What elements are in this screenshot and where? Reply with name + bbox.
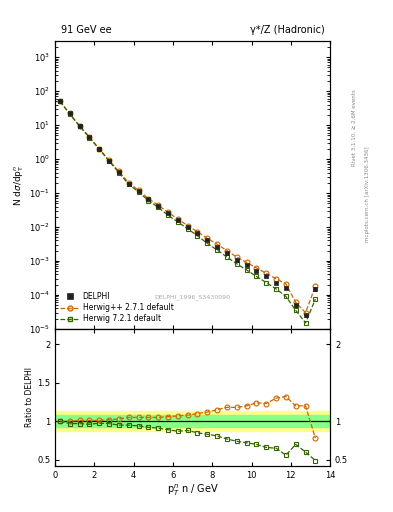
Bar — [55, 415, 330, 428]
Y-axis label: N d$\sigma$/dp$_{\rm T}^{n}$: N d$\sigma$/dp$_{\rm T}^{n}$ — [13, 164, 26, 206]
Text: DELPHI_1996_S3430090: DELPHI_1996_S3430090 — [154, 294, 231, 300]
X-axis label: p$_T^n$ n / GeV: p$_T^n$ n / GeV — [167, 482, 219, 498]
Text: γ*/Z (Hadronic): γ*/Z (Hadronic) — [250, 25, 325, 35]
Bar — [55, 411, 330, 431]
Text: 91 GeV ee: 91 GeV ee — [61, 25, 111, 35]
Text: Rivet 3.1.10, ≥ 2.6M events: Rivet 3.1.10, ≥ 2.6M events — [352, 90, 357, 166]
Text: mcplots.cern.ch [arXiv:1306.3436]: mcplots.cern.ch [arXiv:1306.3436] — [365, 147, 371, 242]
Legend: DELPHI, Herwig++ 2.7.1 default, Herwig 7.2.1 default: DELPHI, Herwig++ 2.7.1 default, Herwig 7… — [59, 290, 175, 325]
Y-axis label: Ratio to DELPHI: Ratio to DELPHI — [25, 368, 34, 428]
